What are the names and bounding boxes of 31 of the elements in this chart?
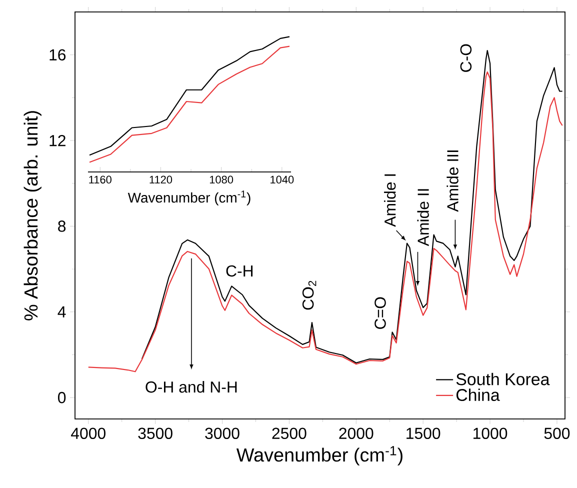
- y-tick-label: 12: [50, 134, 66, 146]
- x-tick-label: 500: [544, 428, 570, 440]
- annotation: C-H: [226, 265, 253, 277]
- x-tick-label: 3500: [138, 428, 172, 440]
- line-series: [88, 71, 563, 372]
- x-tick-label: 2500: [272, 428, 306, 440]
- x-tick-label: 1160: [89, 176, 112, 184]
- y-axis-title: % Absorbance (arb. unit): [24, 111, 42, 320]
- annotation: O-H and N-H: [146, 381, 237, 393]
- x-tick-label: 4000: [71, 428, 106, 440]
- x-tick-label: 1500: [406, 428, 440, 440]
- y-tick-label: 8: [58, 220, 66, 232]
- annotation: CO$_{2}$: [302, 280, 316, 310]
- y-tick-label: 0: [58, 392, 66, 404]
- annotation: Amide I: [384, 174, 396, 227]
- legend-label: South Korea: [456, 372, 550, 386]
- annotation: C-O: [460, 44, 472, 72]
- y-tick-label: 16: [50, 49, 66, 60]
- x-tick-label: 1000: [474, 428, 508, 440]
- x-tick-label: 1040: [270, 176, 294, 184]
- annotation: C=O: [374, 297, 386, 329]
- x-tick-label: 3000: [205, 428, 240, 440]
- x-tick-label: 1120: [150, 176, 172, 184]
- x-axis-title: Wavenumber (cm$^{-1}$): [128, 190, 250, 206]
- annotation: Amide II: [417, 189, 429, 246]
- y-tick-label: 4: [58, 306, 66, 318]
- legend-label: China: [456, 388, 500, 402]
- annotation: Amide III: [446, 150, 458, 212]
- x-axis-title: Wavenumber (cm$^{-1}$): [236, 446, 402, 466]
- x-tick-label: 1080: [210, 176, 234, 184]
- x-tick-label: 2000: [339, 428, 374, 440]
